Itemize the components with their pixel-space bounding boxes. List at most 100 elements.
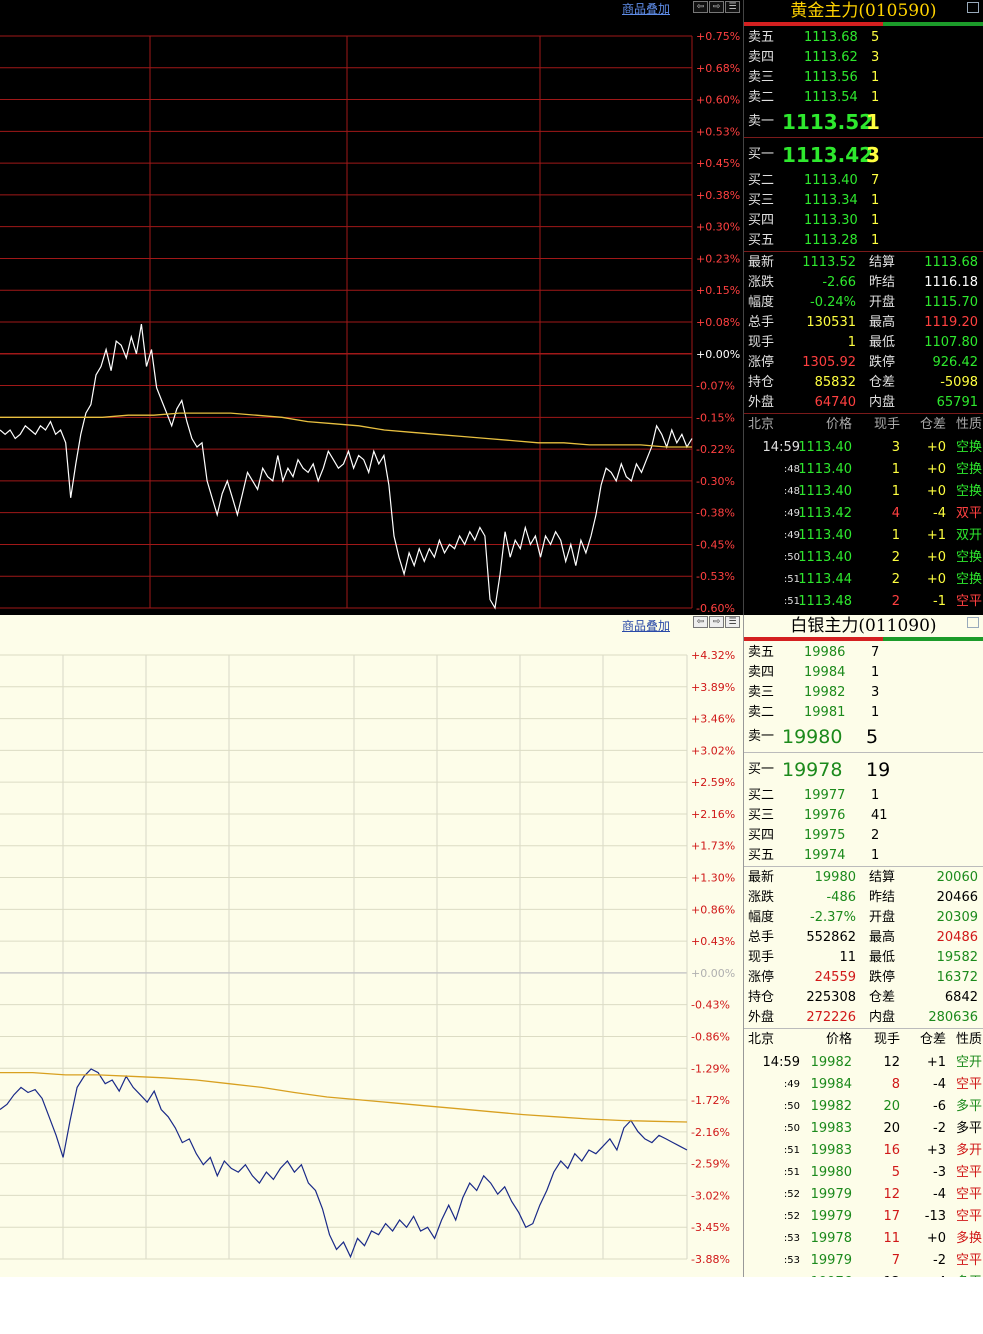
trade-price: 1113.40 bbox=[798, 484, 852, 499]
trade-oi-change: -13 bbox=[924, 1209, 946, 1224]
bid-price: 19975 bbox=[804, 828, 846, 843]
divider bbox=[744, 1028, 983, 1029]
trade-time: :49 bbox=[783, 1079, 800, 1090]
stat-row: 幅度 -0.24% 开盘 1115.70 bbox=[744, 293, 983, 313]
trade-volume: 16 bbox=[883, 1143, 900, 1158]
ask-volume: 1 bbox=[871, 70, 880, 85]
stat-row: 最新 19980 结算 20060 bbox=[744, 868, 983, 888]
window-icon[interactable] bbox=[967, 2, 979, 13]
stat-label: 仓差 bbox=[869, 990, 896, 1005]
trade-nature: 空平 bbox=[955, 594, 982, 609]
overlay-goods-link[interactable]: 商品叠加 bbox=[622, 619, 671, 633]
window-icon[interactable] bbox=[967, 617, 979, 628]
trade-nature: 空平 bbox=[955, 1187, 982, 1202]
stat-row: 涨停 1305.92 跌停 926.42 bbox=[744, 353, 983, 373]
stat-value: -486 bbox=[826, 890, 856, 905]
stat-value: 1119.20 bbox=[924, 315, 978, 330]
trade-price: 19983 bbox=[810, 1143, 852, 1158]
ask-label: 卖五 bbox=[748, 30, 775, 45]
stat-value: 85832 bbox=[814, 375, 856, 390]
prev-icon[interactable]: ⇦ bbox=[693, 616, 708, 628]
ask-volume: 1 bbox=[871, 665, 880, 680]
ask-price: 1113.62 bbox=[804, 50, 858, 65]
overlay-goods-link[interactable]: 商品叠加 bbox=[622, 2, 671, 16]
stat-label: 现手 bbox=[748, 950, 775, 965]
prev-icon[interactable]: ⇦ bbox=[693, 1, 708, 13]
stat-label: 跌停 bbox=[869, 970, 896, 985]
trade-volume: 11 bbox=[883, 1231, 900, 1246]
bid-label: 买三 bbox=[748, 808, 775, 823]
stat-value: 24559 bbox=[814, 970, 856, 985]
ask-volume: 7 bbox=[871, 645, 880, 660]
ask-price: 1113.52 bbox=[782, 110, 874, 134]
ask-label: 卖五 bbox=[748, 645, 775, 660]
scale-label: +0.43% bbox=[691, 935, 735, 948]
trade-nature: 多平 bbox=[956, 1272, 982, 1277]
trade-oi-change: +0 bbox=[926, 440, 946, 455]
bid-price: 1113.30 bbox=[804, 213, 858, 228]
ask-volume: 1 bbox=[871, 90, 880, 105]
menu-icon[interactable]: ☰ bbox=[725, 616, 740, 628]
trade-nature: 空开 bbox=[955, 1055, 982, 1070]
stat-value: 552862 bbox=[806, 930, 856, 945]
trade-volume: 1 bbox=[891, 462, 900, 477]
trade-volume: 4 bbox=[891, 506, 900, 521]
stat-label: 外盘 bbox=[748, 1010, 775, 1025]
stat-label: 跌停 bbox=[869, 355, 896, 370]
trade-volume: 12 bbox=[883, 1272, 900, 1277]
trade-row: :50 19982 20 -6 多平 bbox=[744, 1096, 983, 1118]
trade-volume: 3 bbox=[891, 440, 900, 455]
trade-nature: 多平 bbox=[955, 1121, 982, 1136]
menu-icon[interactable]: ☰ bbox=[725, 1, 740, 13]
bid-label: 买一 bbox=[748, 762, 775, 777]
stat-value: 20060 bbox=[936, 870, 978, 885]
trade-oi-change: -4 bbox=[933, 1077, 946, 1092]
ask-label: 卖三 bbox=[748, 70, 775, 85]
instrument-name: 黄金主力(010590) bbox=[790, 1, 937, 21]
trade-price: 19982 bbox=[810, 1055, 852, 1070]
trade-volume: 12 bbox=[883, 1055, 900, 1070]
stat-label: 涨停 bbox=[748, 970, 775, 985]
trade-price: 1113.40 bbox=[798, 462, 852, 477]
bid-level-row: 买五 19974 1 bbox=[744, 846, 983, 866]
trades-header-cell: 价格 bbox=[825, 417, 852, 432]
stat-label: 昨结 bbox=[869, 890, 896, 905]
instrument-title: 白银主力(011090) bbox=[744, 615, 983, 641]
trades-header-cell: 现手 bbox=[873, 417, 900, 432]
ask-volume: 3 bbox=[871, 50, 880, 65]
scale-label: -0.43% bbox=[691, 999, 730, 1012]
gold-panel: +0.75% +0.68% +0.60% +0.53% +0.45% +0.38% +0.3… bbox=[0, 0, 983, 615]
stat-row: 总手 130531 最高 1119.20 bbox=[744, 313, 983, 333]
trade-volume: 2 bbox=[891, 594, 900, 609]
scale-label: +3.89% bbox=[691, 681, 735, 694]
stat-value: 19582 bbox=[936, 950, 978, 965]
ask-volume: 5 bbox=[866, 726, 879, 748]
ask-level-row: 卖二 1113.54 1 bbox=[744, 88, 983, 108]
stat-value: -0.24% bbox=[810, 295, 856, 310]
trade-price: 1113.44 bbox=[798, 572, 852, 587]
stat-row: 现手 11 最低 19582 bbox=[744, 948, 983, 968]
trade-price: 19984 bbox=[810, 1077, 852, 1092]
next-icon[interactable]: ⇨ bbox=[709, 616, 724, 628]
trade-volume: 1 bbox=[891, 484, 900, 499]
ask-price: 19982 bbox=[804, 685, 846, 700]
scale-label: +0.00% bbox=[696, 348, 740, 361]
trade-row: :49 19984 8 -4 空平 bbox=[744, 1074, 983, 1096]
trades-header: 北京 价格 现手 仓差 性质 bbox=[744, 1030, 983, 1050]
bid-volume: 1 bbox=[871, 233, 880, 248]
ask-price: 1113.54 bbox=[804, 90, 858, 105]
bid-volume: 2 bbox=[871, 828, 880, 843]
stat-value: 65791 bbox=[936, 395, 978, 410]
stat-value: -2.66 bbox=[822, 275, 856, 290]
stat-row: 最新 1113.52 结算 1113.68 bbox=[744, 253, 983, 273]
bid-price: 19977 bbox=[804, 788, 846, 803]
trade-price: 19978 bbox=[810, 1231, 852, 1246]
average-price-line bbox=[0, 412, 692, 448]
trade-volume: 5 bbox=[891, 1165, 900, 1180]
stat-value: -2.37% bbox=[810, 910, 856, 925]
bid-label: 买四 bbox=[748, 828, 775, 843]
trade-oi-change: +0 bbox=[926, 462, 946, 477]
next-icon[interactable]: ⇨ bbox=[709, 1, 724, 13]
ask-volume: 3 bbox=[871, 685, 880, 700]
bid-volume: 1 bbox=[871, 788, 880, 803]
